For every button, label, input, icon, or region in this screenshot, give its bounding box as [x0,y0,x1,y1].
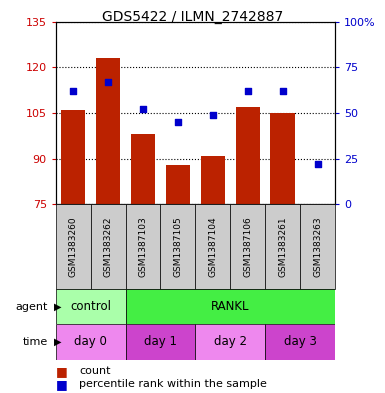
FancyBboxPatch shape [56,289,126,324]
Text: GSM1387105: GSM1387105 [173,216,182,277]
FancyBboxPatch shape [126,204,161,289]
Text: ▶: ▶ [54,301,61,312]
Point [70,88,76,94]
Bar [201,156,225,204]
Text: GSM1383261: GSM1383261 [278,216,287,277]
FancyBboxPatch shape [230,204,265,289]
FancyBboxPatch shape [91,204,126,289]
FancyBboxPatch shape [265,324,335,360]
Point [140,106,146,112]
Text: GSM1387103: GSM1387103 [139,216,147,277]
Bar [166,165,190,204]
Text: GDS5422 / ILMN_2742887: GDS5422 / ILMN_2742887 [102,10,283,24]
Point [244,88,251,94]
Text: ■: ■ [56,378,68,391]
Text: time: time [23,337,48,347]
Bar [236,107,260,204]
FancyBboxPatch shape [126,324,195,360]
Bar [96,58,121,204]
Text: agent: agent [16,301,48,312]
Text: GSM1383262: GSM1383262 [104,217,113,277]
Text: day 3: day 3 [284,335,316,349]
FancyBboxPatch shape [56,324,126,360]
Text: GSM1387104: GSM1387104 [208,216,218,277]
Bar [61,110,85,204]
Bar [270,113,295,204]
FancyBboxPatch shape [195,324,265,360]
FancyBboxPatch shape [126,289,335,324]
FancyBboxPatch shape [56,204,91,289]
Text: GSM1387106: GSM1387106 [243,216,252,277]
Text: RANKL: RANKL [211,300,249,313]
Text: GSM1383263: GSM1383263 [313,216,322,277]
Point [105,79,111,85]
Text: ■: ■ [56,365,68,378]
Text: GSM1383260: GSM1383260 [69,216,78,277]
Point [210,112,216,118]
Text: percentile rank within the sample: percentile rank within the sample [79,379,267,389]
Text: ▶: ▶ [54,337,61,347]
Point [175,119,181,125]
Text: day 2: day 2 [214,335,247,349]
Point [280,88,286,94]
FancyBboxPatch shape [161,204,195,289]
Text: day 0: day 0 [74,335,107,349]
Text: control: control [70,300,111,313]
Text: day 1: day 1 [144,335,177,349]
FancyBboxPatch shape [195,204,230,289]
Point [315,161,321,167]
Text: count: count [79,366,110,376]
Bar [131,134,155,204]
FancyBboxPatch shape [265,204,300,289]
FancyBboxPatch shape [300,204,335,289]
